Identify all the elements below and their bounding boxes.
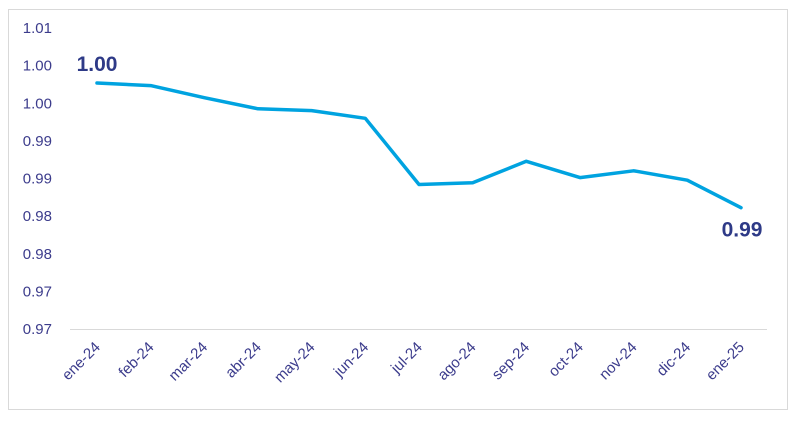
data-label: 0.99 <box>722 219 763 242</box>
data-point <box>203 96 206 99</box>
y-tick-label: 0.98 <box>23 208 52 225</box>
y-tick-label: 0.97 <box>23 321 52 338</box>
x-tick-label: nov-24 <box>596 339 640 383</box>
data-point <box>686 179 689 182</box>
x-axis-ticks: ene-24 feb-24 mar-24 abr-24 may-24 jun-24 jul-… <box>59 339 748 386</box>
x-tick-label: ago-24 <box>434 339 479 384</box>
data-point <box>632 169 635 172</box>
x-tick-label: abr-24 <box>222 339 265 382</box>
y-tick-label: 0.98 <box>23 246 52 263</box>
x-tick-label: oct-24 <box>545 339 587 381</box>
y-tick-label: 0.99 <box>23 171 52 188</box>
x-tick-label: jul-24 <box>387 339 426 378</box>
x-tick-label: mar-24 <box>166 339 212 385</box>
data-labels: 1.00 0.99 <box>77 53 763 242</box>
y-tick-label: 1.01 <box>23 20 52 37</box>
series-line <box>95 81 743 210</box>
x-tick-label: may-24 <box>271 339 318 386</box>
data-point <box>310 109 313 112</box>
data-point <box>364 117 367 120</box>
chart-frame <box>8 9 788 410</box>
data-point <box>578 176 582 179</box>
y-tick-label: 0.97 <box>23 283 52 300</box>
y-axis-ticks: 0.97 0.97 0.98 0.98 0.99 0.99 1.00 1.00 1.01 <box>23 20 52 338</box>
data-point <box>149 84 152 87</box>
data-point <box>256 107 260 111</box>
data-point <box>95 81 99 85</box>
data-point <box>471 181 474 184</box>
x-tick-label: sep-24 <box>489 339 533 383</box>
data-point <box>417 183 421 186</box>
data-point <box>739 206 743 209</box>
x-tick-label: ene-25 <box>703 339 748 384</box>
data-point <box>525 160 528 163</box>
data-label: 1.00 <box>77 53 118 76</box>
series-points <box>95 81 743 209</box>
x-tick-label: jun-24 <box>330 339 372 381</box>
x-tick-label: dic-24 <box>653 339 694 380</box>
x-tick-label: ene-24 <box>59 339 104 384</box>
y-tick-label: 1.00 <box>23 95 52 112</box>
y-tick-label: 1.00 <box>23 58 52 75</box>
x-tick-label: feb-24 <box>115 339 157 381</box>
y-tick-label: 0.99 <box>23 133 52 150</box>
